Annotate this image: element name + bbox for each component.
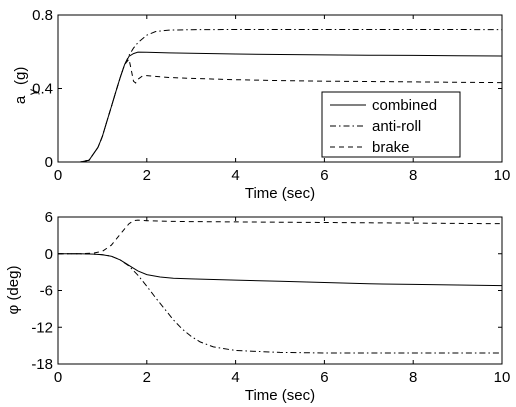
plot-area-frame	[57, 216, 503, 365]
y-axis-label-subscript: y	[26, 89, 40, 95]
x-tick-label: 2	[143, 369, 151, 386]
legend-box	[321, 91, 461, 158]
y-axis-label-unit: (g)	[12, 67, 29, 85]
x-axis-ticks: 0 2 4 6 8 10	[54, 217, 511, 386]
lateral-acceleration-chart: 0 2 4 6 8 10 0 0.4 0.8 Time (sec) a y (g) combi…	[12, 7, 510, 202]
x-tick-label: 4	[231, 167, 239, 184]
y-axis-label: a y (g)	[12, 67, 40, 105]
x-tick-label: 0	[54, 369, 62, 386]
legend: combined anti-roll brake	[321, 91, 461, 158]
x-tick-label: 6	[320, 167, 328, 184]
legend-label-brake: brake	[372, 139, 410, 156]
series-line-anti-roll	[58, 253, 502, 354]
y-axis-ticks: -18 -12 -6 0 6	[31, 209, 502, 373]
x-tick-label: 0	[54, 167, 62, 184]
legend-label-combined: combined	[372, 97, 437, 114]
y-tick-label: 0.8	[32, 7, 53, 24]
x-tick-label: 4	[231, 369, 239, 386]
y-tick-label: -12	[31, 319, 53, 336]
series-line-brake	[58, 219, 503, 255]
series-line-brake	[58, 57, 503, 163]
y-tick-label: 6	[45, 209, 53, 226]
y-axis-label: φ (deg)	[5, 266, 22, 315]
x-axis-ticks: 0 2 4 6 8 10	[54, 15, 511, 184]
x-tick-label: 6	[320, 369, 328, 386]
y-tick-label: 0	[45, 154, 53, 171]
y-tick-label: 0.4	[32, 81, 53, 98]
x-axis-label: Time (sec)	[245, 185, 315, 202]
x-tick-label: 10	[494, 167, 511, 184]
x-tick-label: 10	[494, 369, 511, 386]
x-tick-label: 8	[409, 167, 417, 184]
series-lines	[58, 219, 503, 354]
y-axis-label-main: a	[12, 95, 29, 104]
x-axis-label: Time (sec)	[245, 387, 315, 404]
y-tick-label: -6	[40, 283, 53, 300]
legend-label-anti-roll: anti-roll	[372, 118, 421, 135]
y-axis-ticks: 0 0.4 0.8	[32, 7, 502, 171]
series-lines	[58, 29, 503, 163]
x-tick-label: 8	[409, 369, 417, 386]
x-tick-label: 2	[143, 167, 151, 184]
roll-angle-chart: 0 2 4 6 8 10 -18 -12 -6 0 6 Time (sec) φ (deg)	[5, 209, 510, 404]
series-line-combined	[58, 253, 503, 287]
y-tick-label: 0	[45, 246, 53, 263]
y-tick-label: -18	[31, 356, 53, 373]
